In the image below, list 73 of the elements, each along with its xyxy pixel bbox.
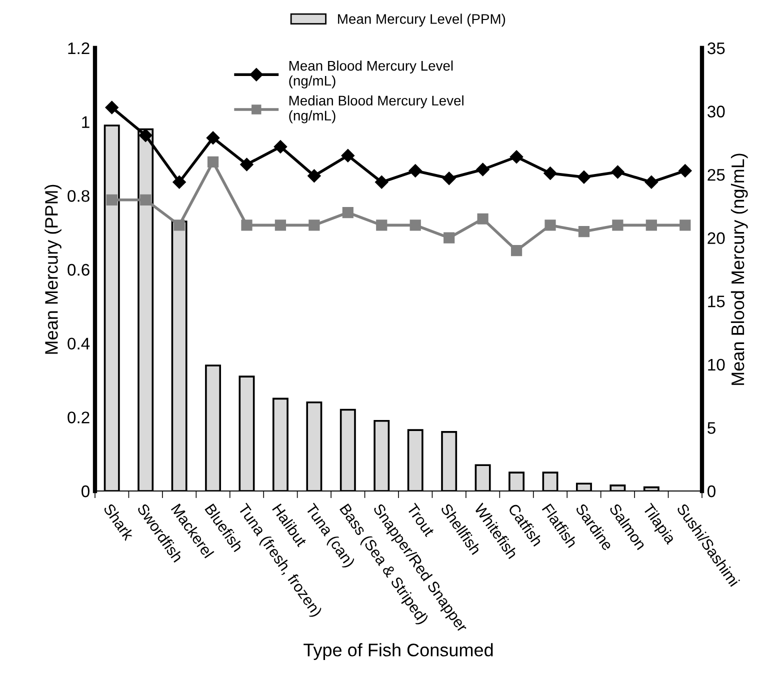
point <box>106 194 118 206</box>
bar <box>610 484 626 491</box>
point <box>510 150 524 164</box>
y-tick-label: 1.2 <box>68 42 90 54</box>
y2-tick-label: 5 <box>708 422 716 434</box>
point <box>308 220 320 231</box>
bar <box>474 464 491 491</box>
point <box>206 131 220 144</box>
y2-tick-label: 25 <box>708 168 725 181</box>
bar <box>205 364 222 491</box>
bar <box>407 429 424 491</box>
point <box>442 172 456 185</box>
point <box>577 170 591 184</box>
point <box>138 128 152 142</box>
y-tick-label: 1 <box>82 116 90 128</box>
bar <box>340 408 356 491</box>
point <box>207 156 219 168</box>
bar <box>238 376 255 491</box>
point <box>241 220 252 231</box>
point <box>680 220 691 231</box>
point <box>408 164 422 178</box>
y2-tick-label: 15 <box>708 296 725 308</box>
point <box>375 176 388 189</box>
legend-label: Mean Mercury Level (PPM) <box>338 14 506 27</box>
y2-tick-label: 30 <box>707 106 725 118</box>
point <box>341 149 355 162</box>
bar <box>542 472 558 491</box>
point <box>342 206 354 218</box>
bar <box>576 482 592 491</box>
y2-tick-label: 0 <box>708 485 716 498</box>
point <box>646 220 657 231</box>
y-tick-label: 0 <box>82 485 90 498</box>
point <box>376 220 388 231</box>
point <box>105 100 118 114</box>
point <box>476 162 490 176</box>
bar <box>306 401 322 491</box>
point <box>544 166 557 180</box>
point <box>678 164 692 178</box>
y2-tick-label: 35 <box>707 42 725 54</box>
y2-axis-title: Mean Blood Mercury (ng/mL) <box>730 154 748 385</box>
point <box>274 140 288 154</box>
point <box>172 176 186 189</box>
point <box>410 220 421 231</box>
point <box>578 226 590 238</box>
point <box>510 244 522 256</box>
bar <box>643 486 660 491</box>
y2-tick-label: 10 <box>708 358 725 371</box>
y-tick-label: 0.4 <box>68 338 90 350</box>
point <box>644 176 658 189</box>
y-tick-label: 0.6 <box>68 264 90 276</box>
point <box>544 220 556 231</box>
point <box>477 213 488 224</box>
point <box>444 232 455 244</box>
bar <box>441 431 458 491</box>
y-tick-label: 0.2 <box>68 412 90 424</box>
point <box>274 220 286 231</box>
x-axis-title: Type of Fish Consumed <box>304 643 493 660</box>
point <box>612 220 624 231</box>
bar <box>272 398 288 491</box>
point <box>140 194 152 206</box>
point <box>174 220 185 231</box>
bar <box>374 420 390 491</box>
y-tick-label: 0.8 <box>68 190 90 202</box>
y-axis-title: Mean Mercury (PPM) <box>44 184 62 354</box>
bar <box>171 220 188 491</box>
legend-label: Mean Blood Mercury Level (ng/mL) <box>289 60 453 88</box>
bar <box>508 472 525 491</box>
point <box>308 169 321 182</box>
point <box>611 165 624 179</box>
y2-tick-label: 20 <box>708 232 725 244</box>
legend-label: Median Blood Mercury Level (ng/mL) <box>289 95 464 124</box>
bar <box>104 124 120 491</box>
point <box>240 158 254 172</box>
